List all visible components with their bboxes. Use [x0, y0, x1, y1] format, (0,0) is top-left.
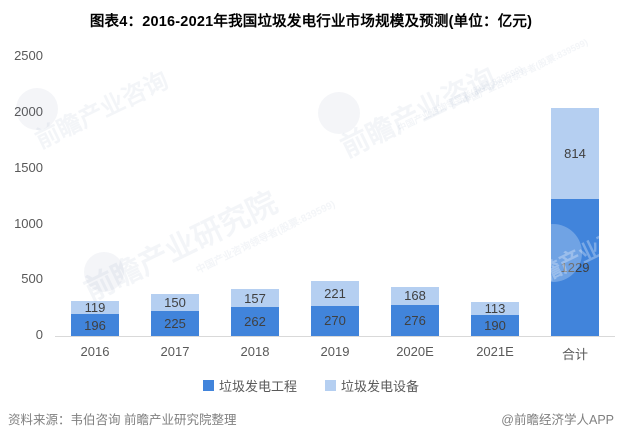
y-tick-label: 1000 — [14, 215, 43, 231]
bar-value-label: 221 — [324, 286, 346, 302]
bar-stack: 168 276 — [391, 286, 439, 336]
bar-segment-engineering: 276 — [391, 305, 439, 336]
x-axis-labels: 2016 2017 2018 2019 2020E 2021E 合计 — [55, 344, 615, 363]
bar-segment-equipment: 150 — [151, 294, 199, 311]
bar-stack: 221 270 — [311, 281, 359, 336]
bar-stack: 150 225 — [151, 294, 199, 336]
x-tick-label: 2019 — [320, 344, 350, 359]
bar-stack: 814 1229 — [551, 108, 599, 336]
bar-value-label: 1229 — [560, 259, 590, 275]
bar-value-label: 168 — [404, 288, 426, 304]
bar-segment-equipment: 168 — [391, 286, 439, 306]
bar-value-label: 150 — [164, 295, 186, 311]
x-tick-label: 2021E — [476, 344, 514, 359]
bar-column: 119 196 — [55, 299, 135, 336]
bar-segment-engineering: 190 — [471, 314, 519, 336]
bar-segment-engineering: 1229 — [551, 198, 599, 336]
source-note: 资料来源：韦伯咨询 前瞻产业研究院整理 — [8, 413, 237, 427]
legend: 垃圾发电工程 垃圾发电设备 — [0, 376, 622, 395]
x-tick-label: 2020E — [396, 344, 434, 359]
bar-segment-engineering: 225 — [151, 310, 199, 336]
bar-segment-equipment: 221 — [311, 281, 359, 306]
legend-item: 垃圾发电设备 — [325, 376, 419, 395]
bar-column: 113 190 — [455, 302, 535, 336]
bar-column: 150 225 — [135, 294, 215, 336]
legend-label: 垃圾发电设备 — [341, 379, 420, 394]
legend-swatch — [202, 380, 214, 391]
bar-column: 221 270 — [295, 281, 375, 336]
bar-segment-equipment: 119 — [71, 299, 119, 315]
bar-column: 168 276 — [375, 286, 455, 336]
bar-column: 157 262 — [215, 289, 295, 336]
bar-value-label: 119 — [84, 299, 106, 315]
bar-segment-engineering: 196 — [71, 314, 119, 336]
bar-value-label: 225 — [164, 315, 186, 331]
x-axis-line — [55, 336, 615, 337]
bar-segment-engineering: 270 — [311, 305, 359, 336]
y-tick-label: 1500 — [14, 159, 43, 175]
bar-value-label: 190 — [484, 317, 506, 333]
legend-label: 垃圾发电工程 — [218, 379, 297, 394]
bar-value-label: 157 — [244, 290, 266, 306]
bar-segment-equipment: 157 — [231, 289, 279, 307]
x-tick-label: 合计 — [561, 347, 588, 362]
y-axis: 0 500 1000 1500 2000 2500 — [0, 48, 46, 342]
bar-value-label: 270 — [324, 313, 346, 329]
legend-swatch — [325, 380, 336, 391]
x-tick-label: 2017 — [160, 344, 190, 359]
bar-value-label: 262 — [244, 313, 266, 329]
bar-value-label: 196 — [84, 317, 106, 333]
bar-segment-equipment: 814 — [551, 108, 599, 199]
x-tick-label: 2016 — [80, 344, 110, 359]
bar-column: 814 1229 — [535, 108, 615, 336]
legend-item: 垃圾发电工程 — [202, 376, 297, 395]
plot-area: 119 196 150 225 157 262 221 270 168 276 113 190 814 1… — [55, 57, 615, 336]
bar-segment-engineering: 262 — [231, 306, 279, 336]
bar-value-label: 276 — [404, 313, 426, 329]
bar-stack: 119 196 — [71, 299, 119, 336]
bar-stack: 157 262 — [231, 289, 279, 336]
y-tick-label: 0 — [35, 327, 43, 343]
bar-value-label: 814 — [564, 145, 586, 161]
chart-title: 图表4：2016-2021年我国垃圾发电行业市场规模及预测(单位：亿元) — [89, 14, 533, 30]
bar-segment-equipment: 113 — [471, 302, 519, 315]
y-tick-label: 2000 — [14, 103, 43, 119]
x-tick-label: 2018 — [240, 344, 270, 359]
y-tick-label: 500 — [21, 271, 43, 287]
credit-note: @前瞻经济学人APP — [501, 413, 614, 427]
bar-stack: 113 190 — [471, 302, 519, 336]
bars-row: 119 196 150 225 157 262 221 270 168 276 113 190 814 1… — [55, 57, 615, 336]
y-tick-label: 2500 — [14, 48, 43, 64]
footer: 资料来源：韦伯咨询 前瞻产业研究院整理 @前瞻经济学人APP — [8, 409, 614, 428]
bar-value-label: 113 — [484, 301, 506, 317]
